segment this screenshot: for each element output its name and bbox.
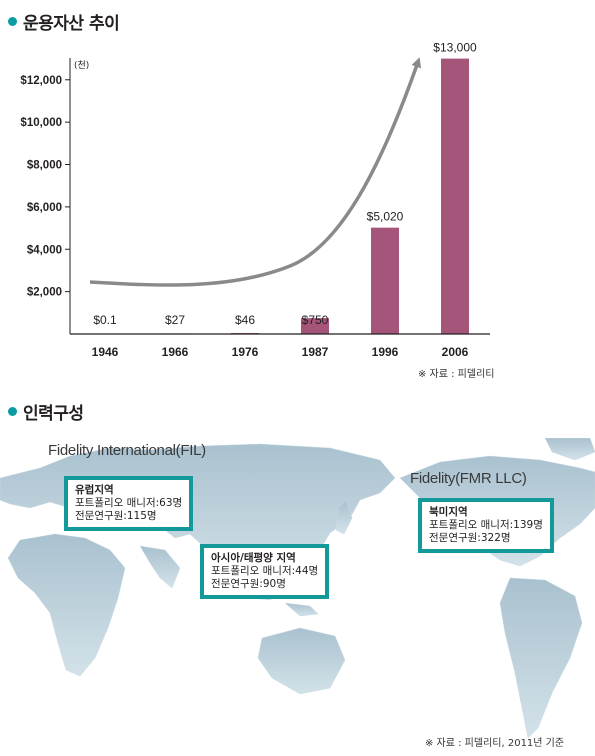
fmr-label: Fidelity(FMR LLC) [410, 470, 527, 487]
bullet-icon [8, 16, 17, 26]
region-analysts: 전문연구원:90명 [211, 578, 286, 590]
x-tick-label: 1946 [92, 345, 119, 359]
india-landmass [139, 545, 181, 589]
staff-section-title: 인력구성 [8, 398, 84, 424]
aum-title-text: 운용자산 추이 [23, 13, 120, 34]
region-box-europe: 유럽지역 포트폴리오 매니저:63명 전문연구원:115명 [64, 476, 194, 531]
trend-curve [89, 57, 422, 287]
region-analysts: 전문연구원:115명 [75, 510, 157, 522]
bar [441, 58, 469, 334]
region-name: 북미지역 [429, 506, 468, 518]
south-america-landmass [499, 577, 583, 739]
region-name: 유럽지역 [75, 484, 114, 496]
region-box-asia-pacific: 아시아/태평양 지역 포트폴리오 매니저:44명 전문연구원:90명 [200, 544, 330, 599]
x-tick-label: 1996 [372, 345, 399, 359]
africa-landmass [7, 533, 126, 677]
region-analysts: 전문연구원:322명 [429, 532, 511, 544]
chart-source-note: ※ 자료 : 피델리티 [418, 369, 495, 380]
x-tick-label: 1966 [162, 345, 189, 359]
japan-landmass [335, 499, 353, 535]
value-label: $13,000 [433, 41, 477, 55]
world-map-panel: Fidelity International(FIL) Fidelity(FMR… [0, 438, 595, 756]
value-label: $0.1 [93, 313, 117, 327]
y-tick-label: $6,000 [27, 202, 62, 214]
value-label: $5,020 [367, 210, 404, 224]
region-name: 아시아/태평양 지역 [211, 552, 296, 564]
region-managers: 포트폴리오 매니저:63명 [75, 497, 183, 509]
sea-islands-2 [284, 602, 319, 617]
y-tick-label: $8,000 [27, 160, 62, 172]
aum-section-title: 운용자산 추이 [8, 8, 120, 34]
x-tick-label: 1976 [232, 345, 259, 359]
region-managers: 포트폴리오 매니저:44명 [211, 565, 319, 577]
y-tick-label: $10,000 [20, 117, 62, 129]
australia-landmass [257, 627, 346, 695]
y-tick-label: $12,000 [20, 75, 62, 87]
value-labels: $0.1 $27 $46 $750 $5,020 $13,000 [93, 41, 477, 327]
bars [161, 58, 469, 334]
aum-bar-chart: (천) $2,000 $4,000 $6,000 $8,000 $10,000 $12,00… [20, 41, 490, 359]
fil-label: Fidelity International(FIL) [48, 442, 206, 459]
region-box-north-america: 북미지역 포트폴리오 매니저:139명 전문연구원:322명 [418, 498, 554, 553]
value-label: $750 [302, 313, 329, 327]
map-source-note: ※ 자료 : 피델리티, 2011년 기준 [425, 738, 565, 749]
bar [371, 227, 399, 334]
x-tick-label: 1987 [302, 345, 329, 359]
trend-arrow [89, 57, 422, 287]
x-tick-label: 2006 [442, 345, 469, 359]
greenland-landmass [544, 438, 595, 461]
bullet-icon [8, 406, 17, 416]
y-axis: (천) $2,000 $4,000 $6,000 $8,000 $10,000 $12,00… [20, 58, 89, 334]
value-label: $46 [235, 313, 255, 327]
y-tick-label: $2,000 [27, 287, 62, 299]
bar [301, 318, 329, 334]
value-label: $27 [165, 313, 185, 327]
staff-title-text: 인력구성 [23, 403, 84, 424]
y-unit-label: (천) [74, 60, 89, 71]
x-axis: 1946 1966 1976 1987 1996 2006 [70, 333, 490, 359]
y-tick-label: $4,000 [27, 244, 62, 256]
region-managers: 포트폴리오 매니저:139명 [429, 519, 543, 531]
